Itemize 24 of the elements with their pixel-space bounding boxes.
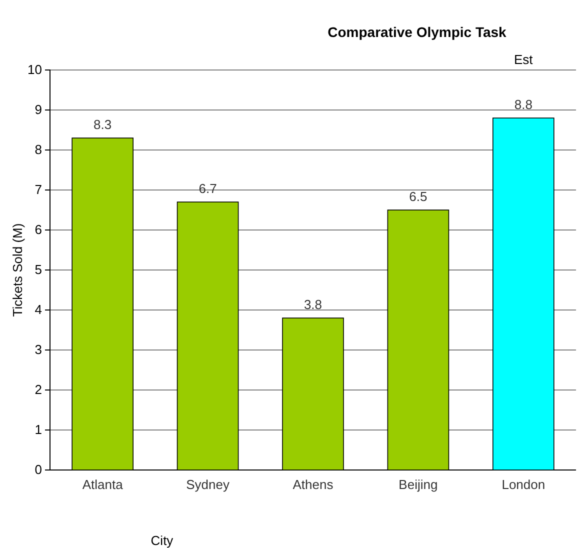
y-tick-label: 1 bbox=[34, 422, 42, 438]
x-tick-label: Athens bbox=[292, 477, 334, 492]
y-tick-label: 0 bbox=[34, 462, 42, 478]
data-label: 8.8 bbox=[514, 97, 532, 112]
text: Est bbox=[514, 52, 534, 67]
x-tick-label: Atlanta bbox=[82, 477, 124, 492]
data-label: 3.8 bbox=[304, 297, 322, 312]
y-tick-label: 3 bbox=[34, 342, 42, 358]
x-tick-label: London bbox=[502, 477, 546, 492]
y-tick-label: 8 bbox=[34, 142, 42, 158]
x-axis-title: City bbox=[150, 533, 174, 548]
y-tick-label: 9 bbox=[34, 102, 42, 118]
y-tick-label: 2 bbox=[34, 382, 42, 398]
data-label: 6.5 bbox=[409, 189, 428, 204]
y-tick-label: 4 bbox=[34, 302, 42, 318]
y-axis-title: Tickets Sold (M) bbox=[10, 223, 25, 317]
x-tick-label: Sydney bbox=[186, 477, 230, 492]
y-tick-label: 10 bbox=[28, 62, 42, 78]
y-tick-label: 6 bbox=[34, 222, 42, 238]
data-label: 8.3 bbox=[94, 117, 112, 132]
y-tick-label: 7 bbox=[34, 182, 42, 198]
x-tick-label: Beijing bbox=[398, 477, 438, 492]
chart-title: Comparative Olympic Task bbox=[328, 24, 507, 40]
y-tick-label: 5 bbox=[34, 262, 42, 278]
